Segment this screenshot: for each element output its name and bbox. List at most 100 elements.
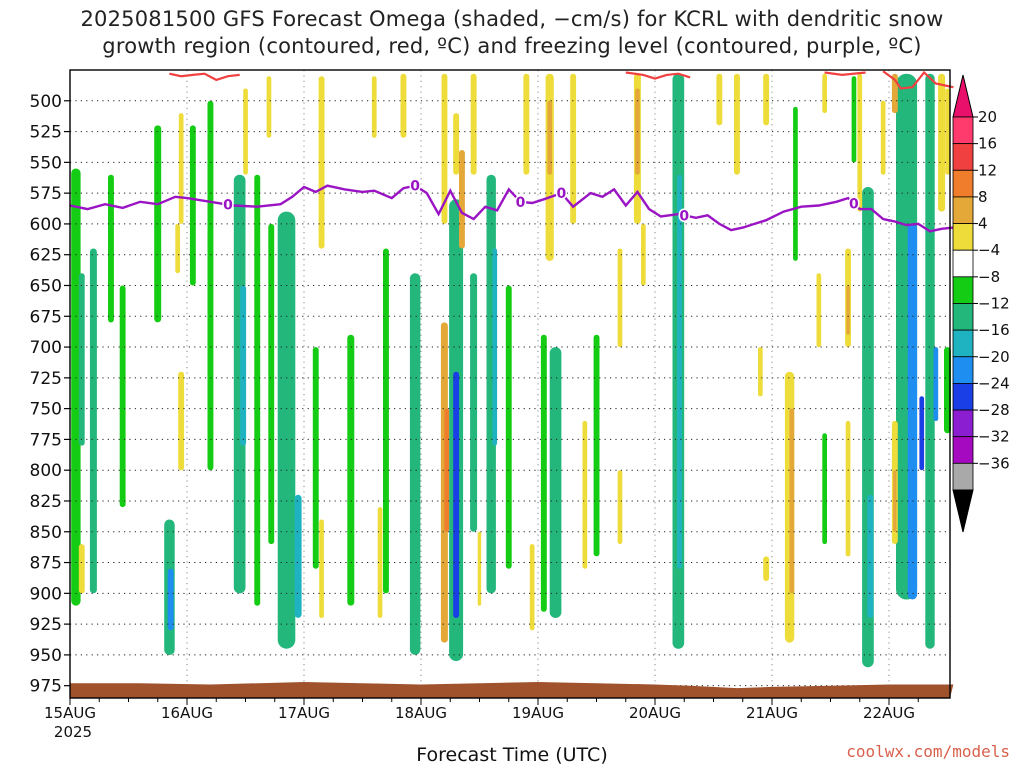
x-tick-label: 21AUG [746,704,798,722]
omega-cell [444,408,450,532]
x-tick-label: 17AUG [278,704,330,722]
chart-title-line-1: 2025081500 GFS Forecast Omega (shaded, −… [80,7,944,31]
omega-cell [851,76,857,163]
colorbar-segment [952,329,974,358]
omega-cell [377,507,383,618]
colorbar-label: −12 [978,294,1010,312]
omega-cell [547,100,553,175]
colorbar-label: 20 [978,108,997,126]
omega-cell [243,88,248,175]
y-tick-label: 875 [30,554,62,574]
freezing-level-label: 0 [223,198,233,214]
freezing-level-label: 0 [679,208,689,224]
y-tick-label: 750 [30,400,62,420]
freezing-level-line [69,184,954,233]
freezing-level-label: 0 [410,179,420,195]
omega-cell [453,371,460,618]
omega-cell [233,174,246,594]
dgz-contour [824,71,866,77]
omega-cell [593,334,600,557]
omega-cell [175,223,180,274]
omega-cell [312,347,319,569]
omega-cell [154,125,162,323]
plot-frame [69,69,951,699]
omega-cell [716,73,723,126]
y-tick-label: 725 [30,369,62,389]
x-tick-label: 15AUG [44,704,96,722]
omega-cell [816,273,822,348]
omega-cell [470,273,478,532]
omega-cell [945,88,950,175]
omega-cell [523,73,530,175]
omega-cell [549,347,562,618]
y-axis: 500 525 550 575 600 625 650 675 700 725 750 775 800 8… [30,92,70,697]
chart-title-line-2: growth region (contoured, red, ºC) and f… [102,34,922,58]
omega-cell [763,556,770,581]
omega-cell [277,211,296,649]
dendritic-growth-region-contours [169,70,954,90]
source-credit: coolwx.com/models [846,742,1010,761]
omega-cell [822,433,827,545]
omega-cell [268,223,275,545]
colorbar-segment [952,196,974,224]
omega-cell [540,334,547,612]
y-tick-label: 975 [30,677,62,697]
omega-cell [617,470,623,545]
x-tick-label: 22AUG [863,704,915,722]
omega-cell [857,73,863,212]
colorbar-label: 16 [978,135,997,153]
omega-cell [400,73,407,138]
x-tick-label: 19AUG [512,704,564,722]
colorbar-label: −4 [978,241,1000,259]
omega-cell [582,420,588,569]
colorbar-segment [952,303,974,331]
omega-cell [78,544,85,594]
y-tick-label: 575 [30,184,62,204]
omega-cell [189,125,196,286]
omega-cell [108,174,114,323]
y-tick-label: 900 [30,584,62,604]
omega-cell [459,150,465,249]
y-tick-label: 525 [30,123,62,143]
omega-cell [294,494,302,618]
y-tick-label: 950 [30,646,62,666]
freezing-level-label: 0 [849,197,859,213]
omega-cell [763,73,770,126]
colorbar-label: −16 [978,321,1010,339]
colorbar-label: −28 [978,401,1010,419]
ground-surface [70,682,954,698]
omega-cell [734,73,740,175]
x-axis: 15AUG 16AUG 17AUG 18AUG 19AUG 20AUG 21AUG 22AUG… [44,698,919,741]
colorbar-segment [952,169,974,198]
freezing-level-label: 0 [516,195,526,211]
colorbar-segment [952,223,974,251]
colorbar-segment [952,382,974,411]
y-tick-label: 650 [30,276,62,296]
omega-cell [822,73,827,114]
dgz-contour [882,70,954,90]
y-tick-label: 775 [30,430,62,450]
y-tick-label: 825 [30,492,62,512]
freezing-level-label: 0 [557,186,567,202]
omega-cell [925,73,935,649]
omega-cell [318,76,325,249]
colorbar-label: 4 [978,215,988,233]
colorbar-segment [952,436,974,464]
ground-layer [70,682,954,698]
colorbar-bottom-arrow [952,489,974,533]
omega-cell [441,73,448,224]
omega-cell [938,73,946,212]
omega-cell [492,248,498,446]
omega-cell [677,174,682,569]
x-tick-label: 16AUG [161,704,213,722]
omega-cell [846,285,850,335]
y-tick-label: 700 [30,338,62,358]
omega-cell [178,371,185,471]
colorbar-label: 8 [978,188,988,206]
omega-cell [254,174,261,606]
omega-cell [880,100,886,175]
omega-cell [89,248,97,594]
x-axis-label: Forecast Time (UTC) [416,744,608,766]
omega-cell [319,519,324,618]
